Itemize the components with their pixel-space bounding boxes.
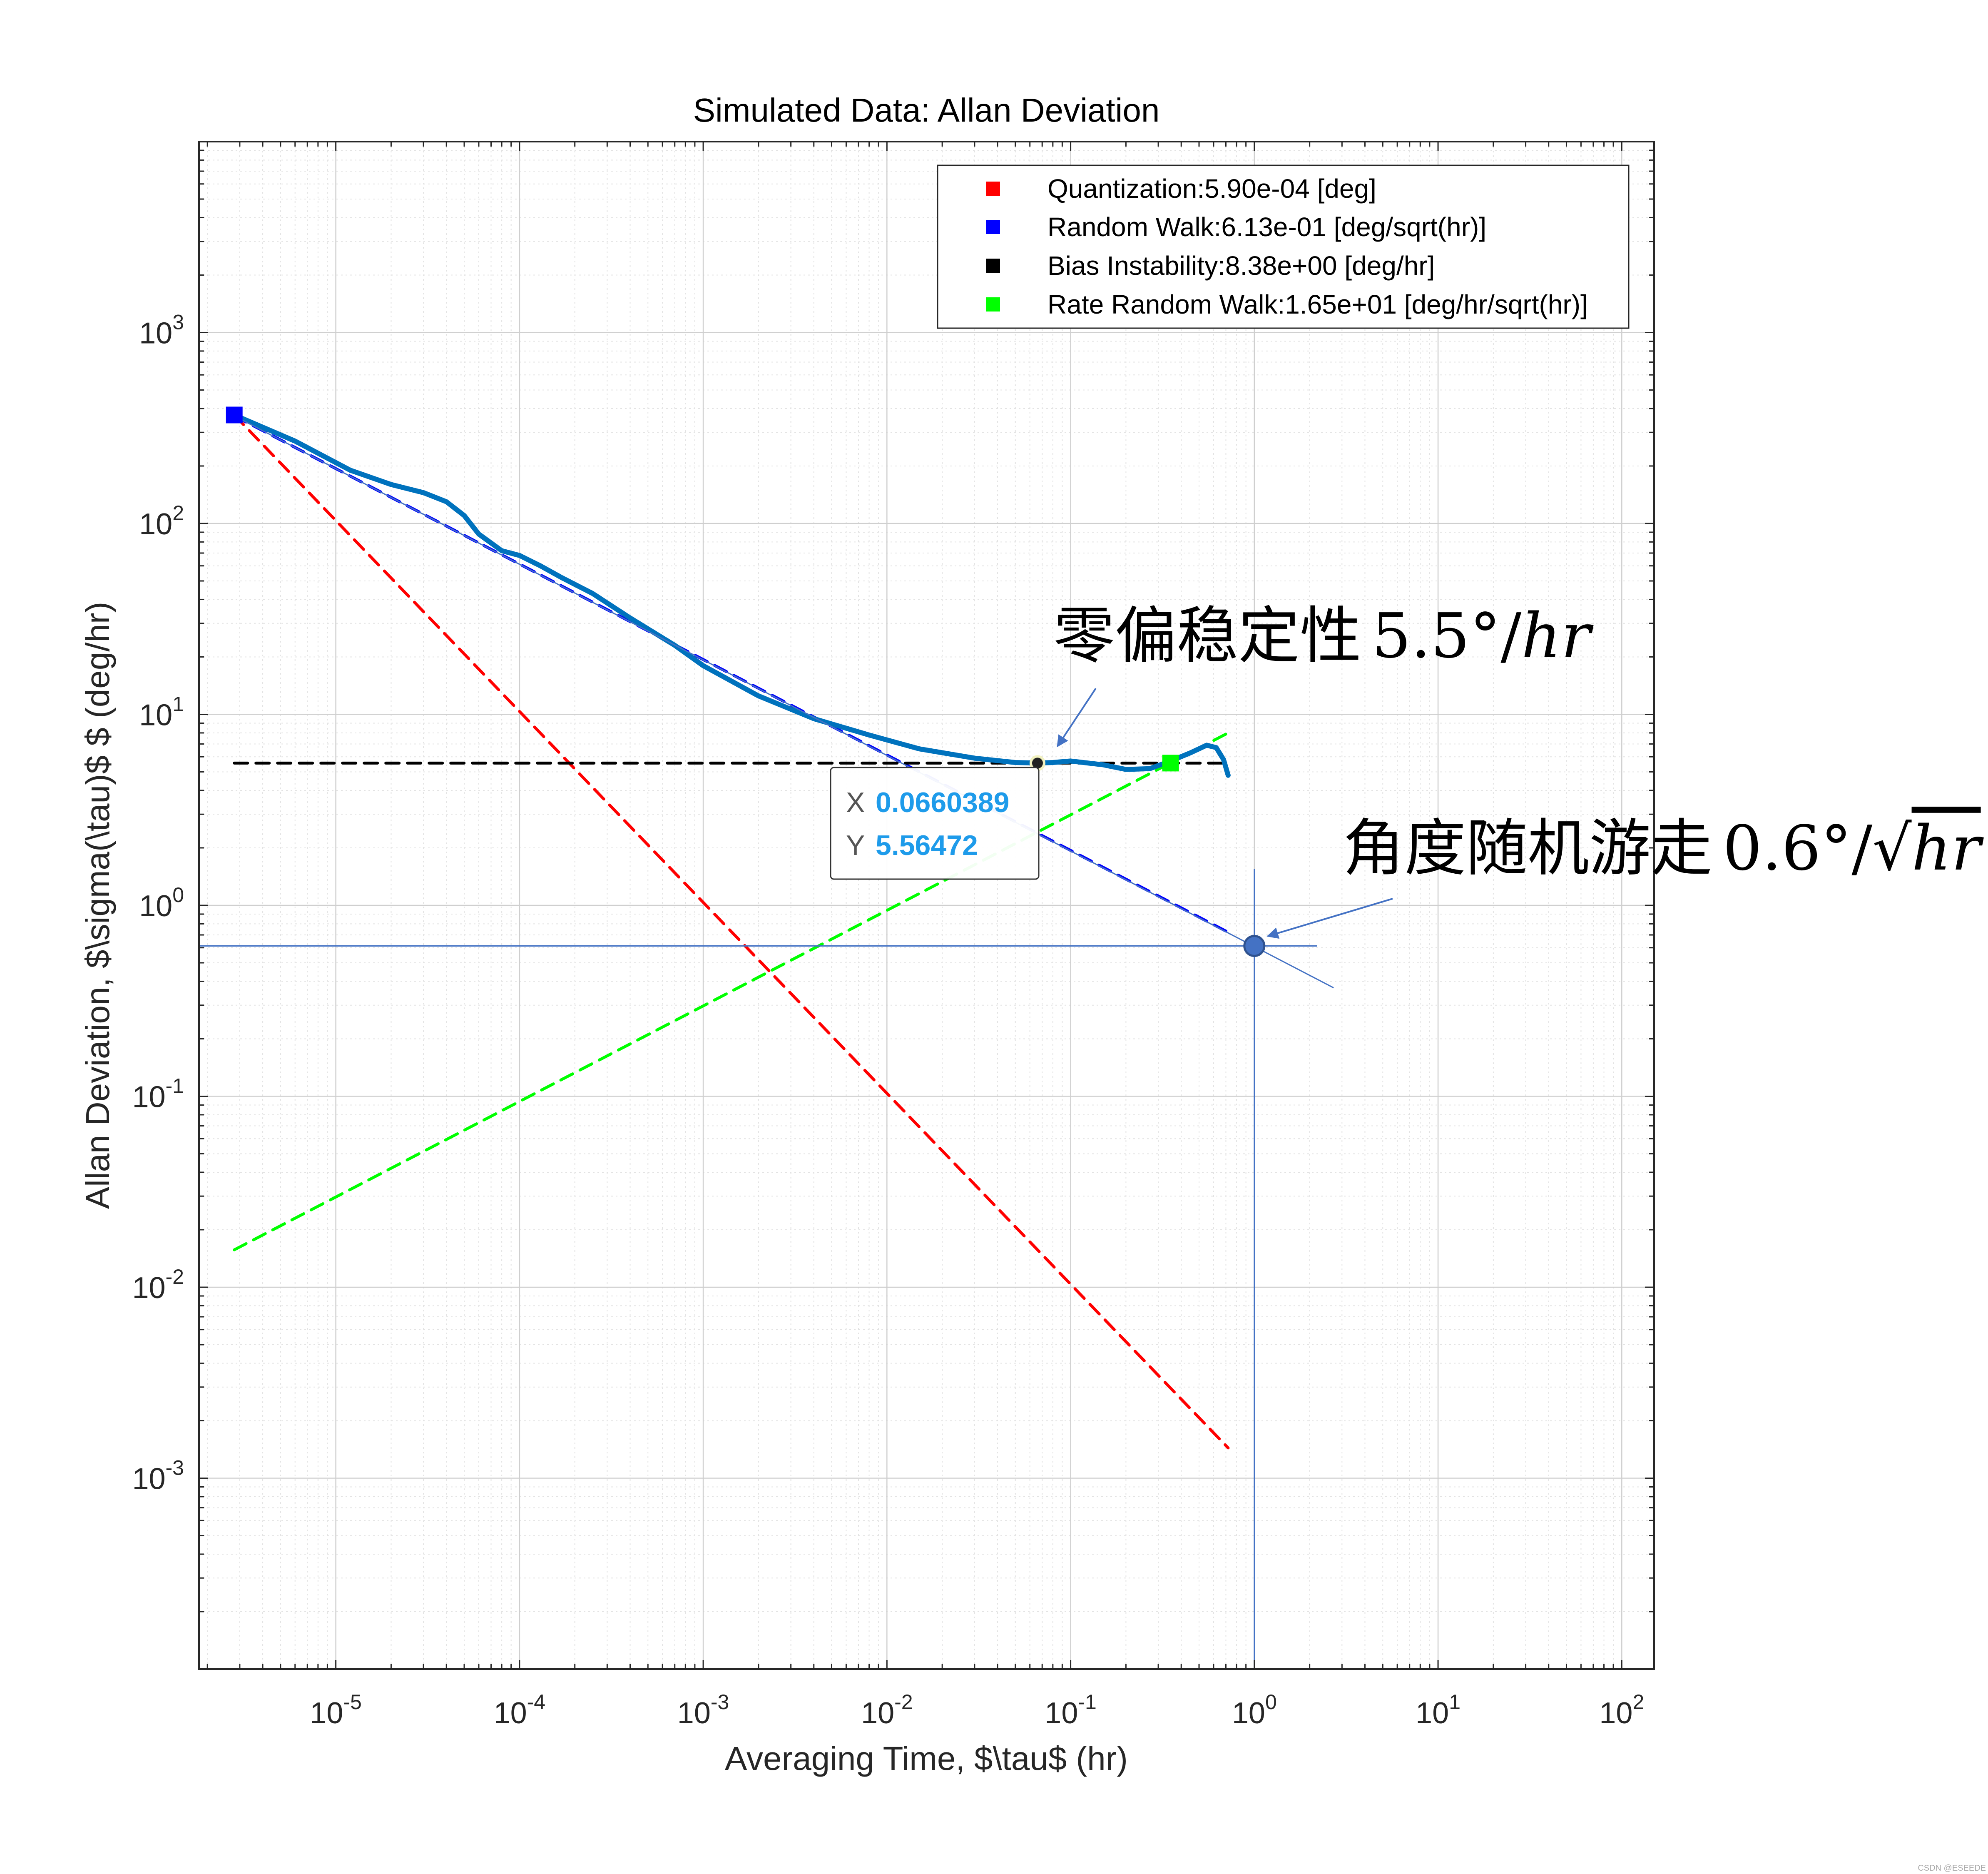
annotation-angle-random-walk: 角度随机游走 0.6°/√hr <box>1266 812 1984 939</box>
random-walk-fit-line <box>234 415 1334 989</box>
rate-random-walk-line <box>233 731 1230 1251</box>
tick-marks <box>199 141 1654 1670</box>
y-tick-label: 10-2 <box>132 1265 184 1305</box>
data-tip-x-value: 0.0660389 <box>876 787 1009 818</box>
x-tick-label: 10-2 <box>861 1690 913 1730</box>
y-tick-label: 100 <box>139 883 184 923</box>
y-tick-label: 101 <box>139 693 184 732</box>
y-tick-labels: 103 102 101 100 10-1 10-2 10-3 <box>132 311 184 1496</box>
legend-swatch-green <box>986 297 1000 312</box>
data-tip-x-label: X <box>846 787 865 818</box>
annotation-bias-instability-text: 零偏稳定性 5.5°/hr <box>1053 600 1594 672</box>
annotation-bias-instability: 零偏稳定性 5.5°/hr <box>1053 600 1594 748</box>
legend-label: Quantization:5.90e-04 [deg] <box>1047 174 1376 204</box>
x-tick-label: 101 <box>1416 1690 1461 1730</box>
data-tip-y-value: 5.56472 <box>876 830 978 861</box>
legend-entry-rate-random-walk[interactable]: Rate Random Walk:1.65e+01 [deg/hr/sqrt(h… <box>986 289 1588 319</box>
random-walk-marker <box>226 406 243 424</box>
data-tip-box <box>830 767 1040 880</box>
legend-label: Rate Random Walk:1.65e+01 [deg/hr/sqrt(h… <box>1047 289 1588 319</box>
annotation-arrow <box>1266 898 1393 939</box>
legend-box <box>937 164 1630 329</box>
y-tick-label: 102 <box>139 501 184 541</box>
x-tick-label: 102 <box>1599 1690 1644 1730</box>
legend-entry-bias-instability[interactable]: Bias Instability:8.38e+00 [deg/hr] <box>986 251 1435 281</box>
rate-random-walk-marker <box>1162 755 1179 772</box>
annotation-arrow <box>1057 688 1097 748</box>
y-tick-label: 10-1 <box>132 1074 184 1114</box>
x-tick-label: 100 <box>1232 1690 1277 1730</box>
x-tick-labels: 10-5 10-4 10-3 10-2 10-1 100 101 102 <box>310 1690 1644 1730</box>
quantization-line <box>233 414 1230 1450</box>
chart-title: Simulated Data: Allan Deviation <box>693 92 1160 129</box>
y-tick-label: 103 <box>139 311 184 350</box>
legend[interactable]: Quantization:5.90e-04 [deg] Random Walk:… <box>937 164 1630 329</box>
annotation-angle-random-walk-text: 角度随机游走 0.6°/√hr <box>1343 812 1984 884</box>
annotation-overlay-layer <box>199 415 1334 1669</box>
allan-deviation-line <box>231 412 1231 778</box>
watermark: CSDN @ESEEDE <box>1918 1864 1986 1873</box>
y-tick-label: 10-3 <box>132 1456 184 1496</box>
legend-swatch-blue <box>986 220 1000 234</box>
legend-label: Bias Instability:8.38e+00 [deg/hr] <box>1047 251 1435 281</box>
data-tip[interactable]: X 0.0660389 Y 5.56472 <box>830 767 1040 880</box>
legend-entry-random-walk[interactable]: Random Walk:6.13e-01 [deg/sqrt(hr)] <box>986 212 1486 242</box>
x-tick-label: 10-1 <box>1045 1690 1097 1730</box>
legend-swatch-black <box>986 259 1000 273</box>
y-axis-label: Allan Deviation, $\sigma(\tau)$ $ (deg/h… <box>79 602 116 1209</box>
tau-one-point-marker <box>1243 935 1266 957</box>
x-tick-label: 10-3 <box>677 1690 729 1730</box>
x-tick-label: 10-5 <box>310 1690 362 1730</box>
x-tick-label: 10-4 <box>494 1690 546 1730</box>
legend-label: Random Walk:6.13e-01 [deg/sqrt(hr)] <box>1047 212 1486 242</box>
data-tip-y-label: Y <box>846 830 865 861</box>
marker-layer <box>226 406 1266 957</box>
x-axis-label: Averaging Time, $\tau$ (hr) <box>725 1740 1128 1777</box>
legend-entry-quantization[interactable]: Quantization:5.90e-04 [deg] <box>986 174 1376 204</box>
legend-swatch-red <box>986 182 1000 196</box>
